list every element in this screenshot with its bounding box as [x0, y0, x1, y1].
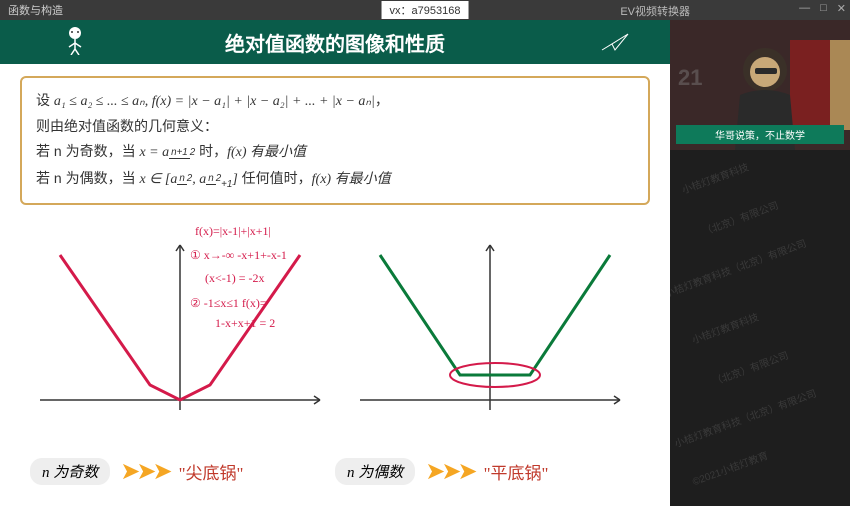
video-badge: 21 [678, 65, 702, 91]
arrow-icon: ➤➤➤ [425, 457, 473, 486]
quote-even: "平底锅" [484, 459, 549, 484]
label-odd-group: n 为奇数 ➤➤➤ "尖底锅" [30, 457, 335, 486]
wm-text: 小桔灯教育科技 [690, 308, 761, 346]
theorem-line4: 若 n 为偶数，当 x ∈ [an2, an2+1] 任何值时，f(x) 有最小… [36, 166, 634, 193]
watermark-overlay: vx：a7953168 [382, 1, 469, 19]
window-title: 函数与构造 [8, 2, 63, 18]
app-label: EV视频转换器 [620, 3, 690, 19]
side-panel: 21 华哥说策，不止数学 小桔灯教育科技 （北京）有限公司 小桔灯教育科技（北京… [670, 20, 850, 506]
handnote-3: (x<-1) = -2x [205, 270, 265, 287]
charts-row: f(x)=|x-1|+|x+1| ① x→-∞ -x+1+-x-1 (x<-1)… [0, 235, 670, 435]
minimize-button[interactable]: — [799, 2, 810, 15]
chart-even [350, 235, 640, 435]
window-controls: — □ ✕ [799, 2, 846, 15]
paperplane-icon [600, 32, 630, 52]
tag-even: n 为偶数 [335, 458, 415, 485]
bottom-labels: n 为奇数 ➤➤➤ "尖底锅" n 为偶数 ➤➤➤ "平底锅" [0, 457, 670, 486]
theorem-line1: 设 a₁ ≤ a₂ ≤ ... ≤ aₙ, f(x) = |x − a₁| + … [36, 88, 634, 114]
presenter-video[interactable]: 21 华哥说策，不止数学 [670, 20, 850, 150]
stickfigure-icon [60, 25, 90, 55]
video-caption: 华哥说策，不止数学 [676, 125, 844, 144]
theorem-box: 设 a₁ ≤ a₂ ≤ ... ≤ aₙ, f(x) = |x − a₁| + … [20, 76, 650, 205]
chart-odd: f(x)=|x-1|+|x+1| ① x→-∞ -x+1+-x-1 (x<-1)… [30, 235, 330, 435]
banner-title: 绝对值函数的图像和性质 [225, 28, 445, 57]
main-area: 绝对值函数的图像和性质 设 a₁ ≤ a₂ ≤ ... ≤ aₙ, f(x) =… [0, 20, 850, 506]
wm-text: 小桔灯教育科技（北京）有限公司 [672, 385, 818, 450]
chart-even-svg [350, 235, 630, 425]
close-button[interactable]: ✕ [837, 2, 846, 15]
handnote-5: 1-x+x+1 = 2 [215, 315, 275, 332]
wm-text: （北京）有限公司 [710, 347, 790, 388]
wm-text: 小桔灯教育科技 [680, 158, 751, 196]
label-even-group: n 为偶数 ➤➤➤ "平底锅" [335, 457, 640, 486]
slide-panel: 绝对值函数的图像和性质 设 a₁ ≤ a₂ ≤ ... ≤ aₙ, f(x) =… [0, 20, 670, 506]
theorem-line2: 则由绝对值函数的几何意义： [36, 114, 634, 139]
wm-text: （北京）有限公司 [700, 197, 780, 238]
handnote-2: ① x→-∞ -x+1+-x-1 [190, 247, 287, 264]
titlebar: 函数与构造 vx：a7953168 EV视频转换器 — □ ✕ [0, 0, 850, 20]
watermark-area: 小桔灯教育科技 （北京）有限公司 小桔灯教育科技（北京）有限公司 小桔灯教育科技… [670, 150, 850, 506]
slide-banner: 绝对值函数的图像和性质 [0, 20, 670, 64]
wm-text: 小桔灯教育科技（北京）有限公司 [670, 235, 808, 300]
handnote-4: ② -1≤x≤1 f(x)= [190, 295, 267, 312]
theorem-line3: 若 n 为奇数，当 x = an+12 时，f(x) 有最小值 [36, 139, 634, 165]
quote-odd: "尖底锅" [179, 459, 244, 484]
tag-odd: n 为奇数 [30, 458, 110, 485]
maximize-button[interactable]: □ [820, 2, 827, 15]
arrow-icon: ➤➤➤ [120, 457, 168, 486]
wm-text: ©2021小桔灯教育 [690, 447, 770, 488]
handnote-1: f(x)=|x-1|+|x+1| [195, 223, 271, 240]
